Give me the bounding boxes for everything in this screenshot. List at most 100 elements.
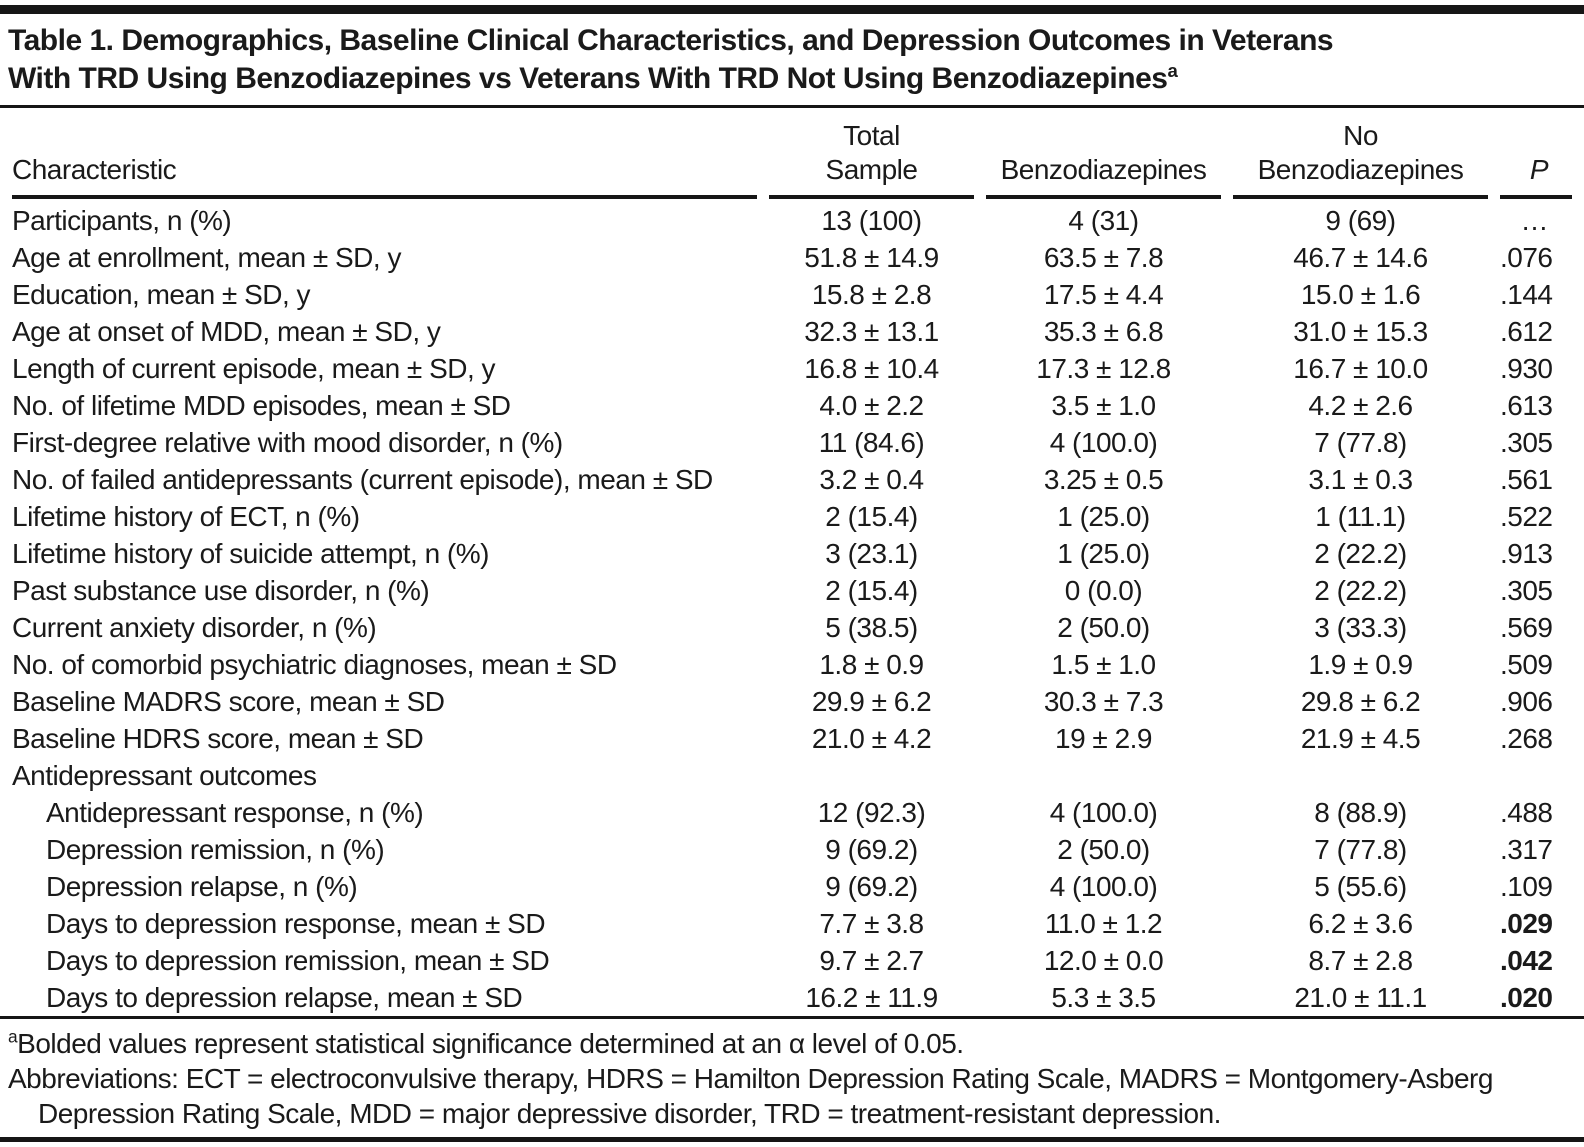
title-rule	[0, 105, 1584, 108]
cell-total-sample: 32.3 ± 13.1	[804, 316, 939, 347]
table-row: Education, mean ± SD, y 15.8 ± 2.8 17.5 ± …	[12, 276, 1572, 313]
cell-benzodiazepines: 63.5 ± 7.8	[1043, 242, 1164, 273]
table-row: Lifetime history of suicide attempt, n (…	[12, 535, 1572, 572]
significance-footnote: aBolded values represent statistical sig…	[8, 1026, 1574, 1061]
cell-characteristic: Baseline HDRS score, mean ± SD	[12, 723, 424, 754]
cell-total-sample: 5 (38.5)	[825, 612, 918, 643]
cell-benzodiazepines: 2 (50.0)	[1057, 612, 1150, 643]
cell-no-benzodiazepines: 6.2 ± 3.6	[1308, 908, 1413, 939]
table-row: Lifetime history of ECT, n (%) 2 (15.4) 1 …	[12, 498, 1572, 535]
cell-p-value: .109	[1500, 871, 1553, 902]
cell-benzodiazepines: 4 (31)	[1068, 205, 1139, 236]
cell-no-benzodiazepines: 15.0 ± 1.6	[1300, 279, 1421, 310]
cell-benzodiazepines	[986, 757, 1221, 794]
table-footnotes: aBolded values represent statistical sig…	[0, 1019, 1584, 1137]
cell-p-value: .029	[1500, 908, 1553, 939]
column-header-benzodiazepines: Benzodiazepines	[986, 109, 1221, 199]
cell-p-value: .305	[1500, 427, 1553, 458]
cell-characteristic: Past substance use disorder, n (%)	[12, 575, 430, 606]
cell-characteristic: Lifetime history of ECT, n (%)	[12, 501, 360, 532]
cell-characteristic: Education, mean ± SD, y	[12, 279, 311, 310]
table-row: Depression relapse, n (%) 9 (69.2) 4 (100.…	[12, 868, 1572, 905]
cell-characteristic: Depression remission, n (%)	[46, 834, 385, 865]
section-row: Antidepressant outcomes	[12, 757, 1572, 794]
section-label: Antidepressant outcomes	[12, 760, 317, 791]
cell-characteristic: No. of lifetime MDD episodes, mean ± SD	[12, 390, 511, 421]
cell-p-value: .612	[1500, 316, 1553, 347]
cell-p-value: .317	[1500, 834, 1553, 865]
cell-benzodiazepines: 4 (100.0)	[1049, 871, 1158, 902]
demographics-table: Characteristic Total Sample Benzodiazepi…	[0, 109, 1584, 1016]
cell-no-benzodiazepines: 2 (22.2)	[1314, 575, 1407, 606]
cell-no-benzodiazepines: 7 (77.8)	[1314, 427, 1407, 458]
column-header-p-value: P	[1500, 109, 1572, 199]
top-rule	[0, 5, 1584, 14]
cell-total-sample: 15.8 ± 2.8	[811, 279, 932, 310]
cell-characteristic: Days to depression remission, mean ± SD	[46, 945, 550, 976]
cell-characteristic: Baseline MADRS score, mean ± SD	[12, 686, 445, 717]
table-row: Age at onset of MDD, mean ± SD, y 32.3 ± …	[12, 313, 1572, 350]
column-header-no-benzodiazepines: No Benzodiazepines	[1233, 109, 1488, 199]
cell-p-value: .930	[1500, 353, 1553, 384]
cell-p-value: .522	[1500, 501, 1553, 532]
cell-total-sample: 13 (100)	[821, 205, 922, 236]
table-row: Length of current episode, mean ± SD, y 1…	[12, 350, 1572, 387]
table-row: Days to depression remission, mean ± SD 9…	[12, 942, 1572, 979]
cell-benzodiazepines: 1 (25.0)	[1057, 538, 1150, 569]
cell-p-value: .613	[1500, 390, 1553, 421]
cell-benzodiazepines: 1.5 ± 1.0	[1051, 649, 1156, 680]
cell-total-sample: 3 (23.1)	[825, 538, 918, 569]
cell-total-sample: 2 (15.4)	[825, 575, 918, 606]
cell-p-value	[1500, 757, 1572, 794]
cell-total-sample: 2 (15.4)	[825, 501, 918, 532]
cell-characteristic: Depression relapse, n (%)	[46, 871, 358, 902]
cell-no-benzodiazepines: 3.1 ± 0.3	[1308, 464, 1413, 495]
cell-no-benzodiazepines: 21.9 ± 4.5	[1300, 723, 1421, 754]
cell-total-sample: 29.9 ± 6.2	[811, 686, 932, 717]
cell-characteristic: Participants, n (%)	[12, 205, 232, 236]
cell-benzodiazepines: 1 (25.0)	[1057, 501, 1150, 532]
table-row: No. of comorbid psychiatric diagnoses, m…	[12, 646, 1572, 683]
cell-total-sample: 21.0 ± 4.2	[811, 723, 932, 754]
cell-no-benzodiazepines: 21.0 ± 11.1	[1294, 982, 1427, 1013]
bottom-rule	[0, 1137, 1584, 1142]
table-title-line1: Table 1. Demographics, Baseline Clinical…	[8, 24, 1334, 57]
table-row: No. of failed antidepressants (current e…	[12, 461, 1572, 498]
cell-p-value: .509	[1500, 649, 1553, 680]
table-row: Participants, n (%) 13 (100) 4 (31) 9 (69)…	[12, 199, 1572, 239]
cell-benzodiazepines: 17.3 ± 12.8	[1036, 353, 1171, 384]
table-row: Current anxiety disorder, n (%) 5 (38.5) 2…	[12, 609, 1572, 646]
cell-p-value: .268	[1500, 723, 1553, 754]
cell-total-sample: 3.2 ± 0.4	[819, 464, 924, 495]
cell-characteristic: Antidepressant response, n (%)	[46, 797, 424, 828]
cell-total-sample: 1.8 ± 0.9	[819, 649, 924, 680]
cell-total-sample: 9 (69.2)	[825, 834, 918, 865]
cell-p-value: .488	[1500, 797, 1553, 828]
cell-benzodiazepines: 17.5 ± 4.4	[1043, 279, 1164, 310]
table-title-line2-text: With TRD Using Benzodiazepines vs Vetera…	[8, 62, 1168, 95]
cell-benzodiazepines: 4 (100.0)	[1049, 797, 1158, 828]
cell-no-benzodiazepines: 2 (22.2)	[1314, 538, 1407, 569]
cell-benzodiazepines: 3.25 ± 0.5	[1043, 464, 1164, 495]
table-row: Days to depression response, mean ± SD 7.…	[12, 905, 1572, 942]
table-row: Antidepressant response, n (%) 12 (92.3) 4…	[12, 794, 1572, 831]
cell-total-sample: 4.0 ± 2.2	[819, 390, 924, 421]
cell-benzodiazepines: 35.3 ± 6.8	[1043, 316, 1164, 347]
cell-p-value: …	[1520, 205, 1549, 236]
cell-benzodiazepines: 2 (50.0)	[1057, 834, 1150, 865]
cell-characteristic: Lifetime history of suicide attempt, n (…	[12, 538, 489, 569]
table-row: Baseline MADRS score, mean ± SD 29.9 ± 6.…	[12, 683, 1572, 720]
cell-characteristic: No. of comorbid psychiatric diagnoses, m…	[12, 649, 617, 680]
cell-benzodiazepines: 0 (0.0)	[1064, 575, 1143, 606]
cell-p-value: .076	[1500, 242, 1553, 273]
column-header-characteristic: Characteristic	[12, 109, 757, 199]
cell-total-sample	[769, 757, 974, 794]
cell-total-sample: 16.8 ± 10.4	[804, 353, 939, 384]
cell-benzodiazepines: 30.3 ± 7.3	[1043, 686, 1164, 717]
cell-characteristic: Age at onset of MDD, mean ± SD, y	[12, 316, 441, 347]
cell-benzodiazepines: 12.0 ± 0.0	[1043, 945, 1164, 976]
cell-no-benzodiazepines: 31.0 ± 15.3	[1293, 316, 1428, 347]
table-row: Days to depression relapse, mean ± SD 16.…	[12, 979, 1572, 1016]
cell-no-benzodiazepines: 7 (77.8)	[1314, 834, 1407, 865]
cell-characteristic: Current anxiety disorder, n (%)	[12, 612, 377, 643]
